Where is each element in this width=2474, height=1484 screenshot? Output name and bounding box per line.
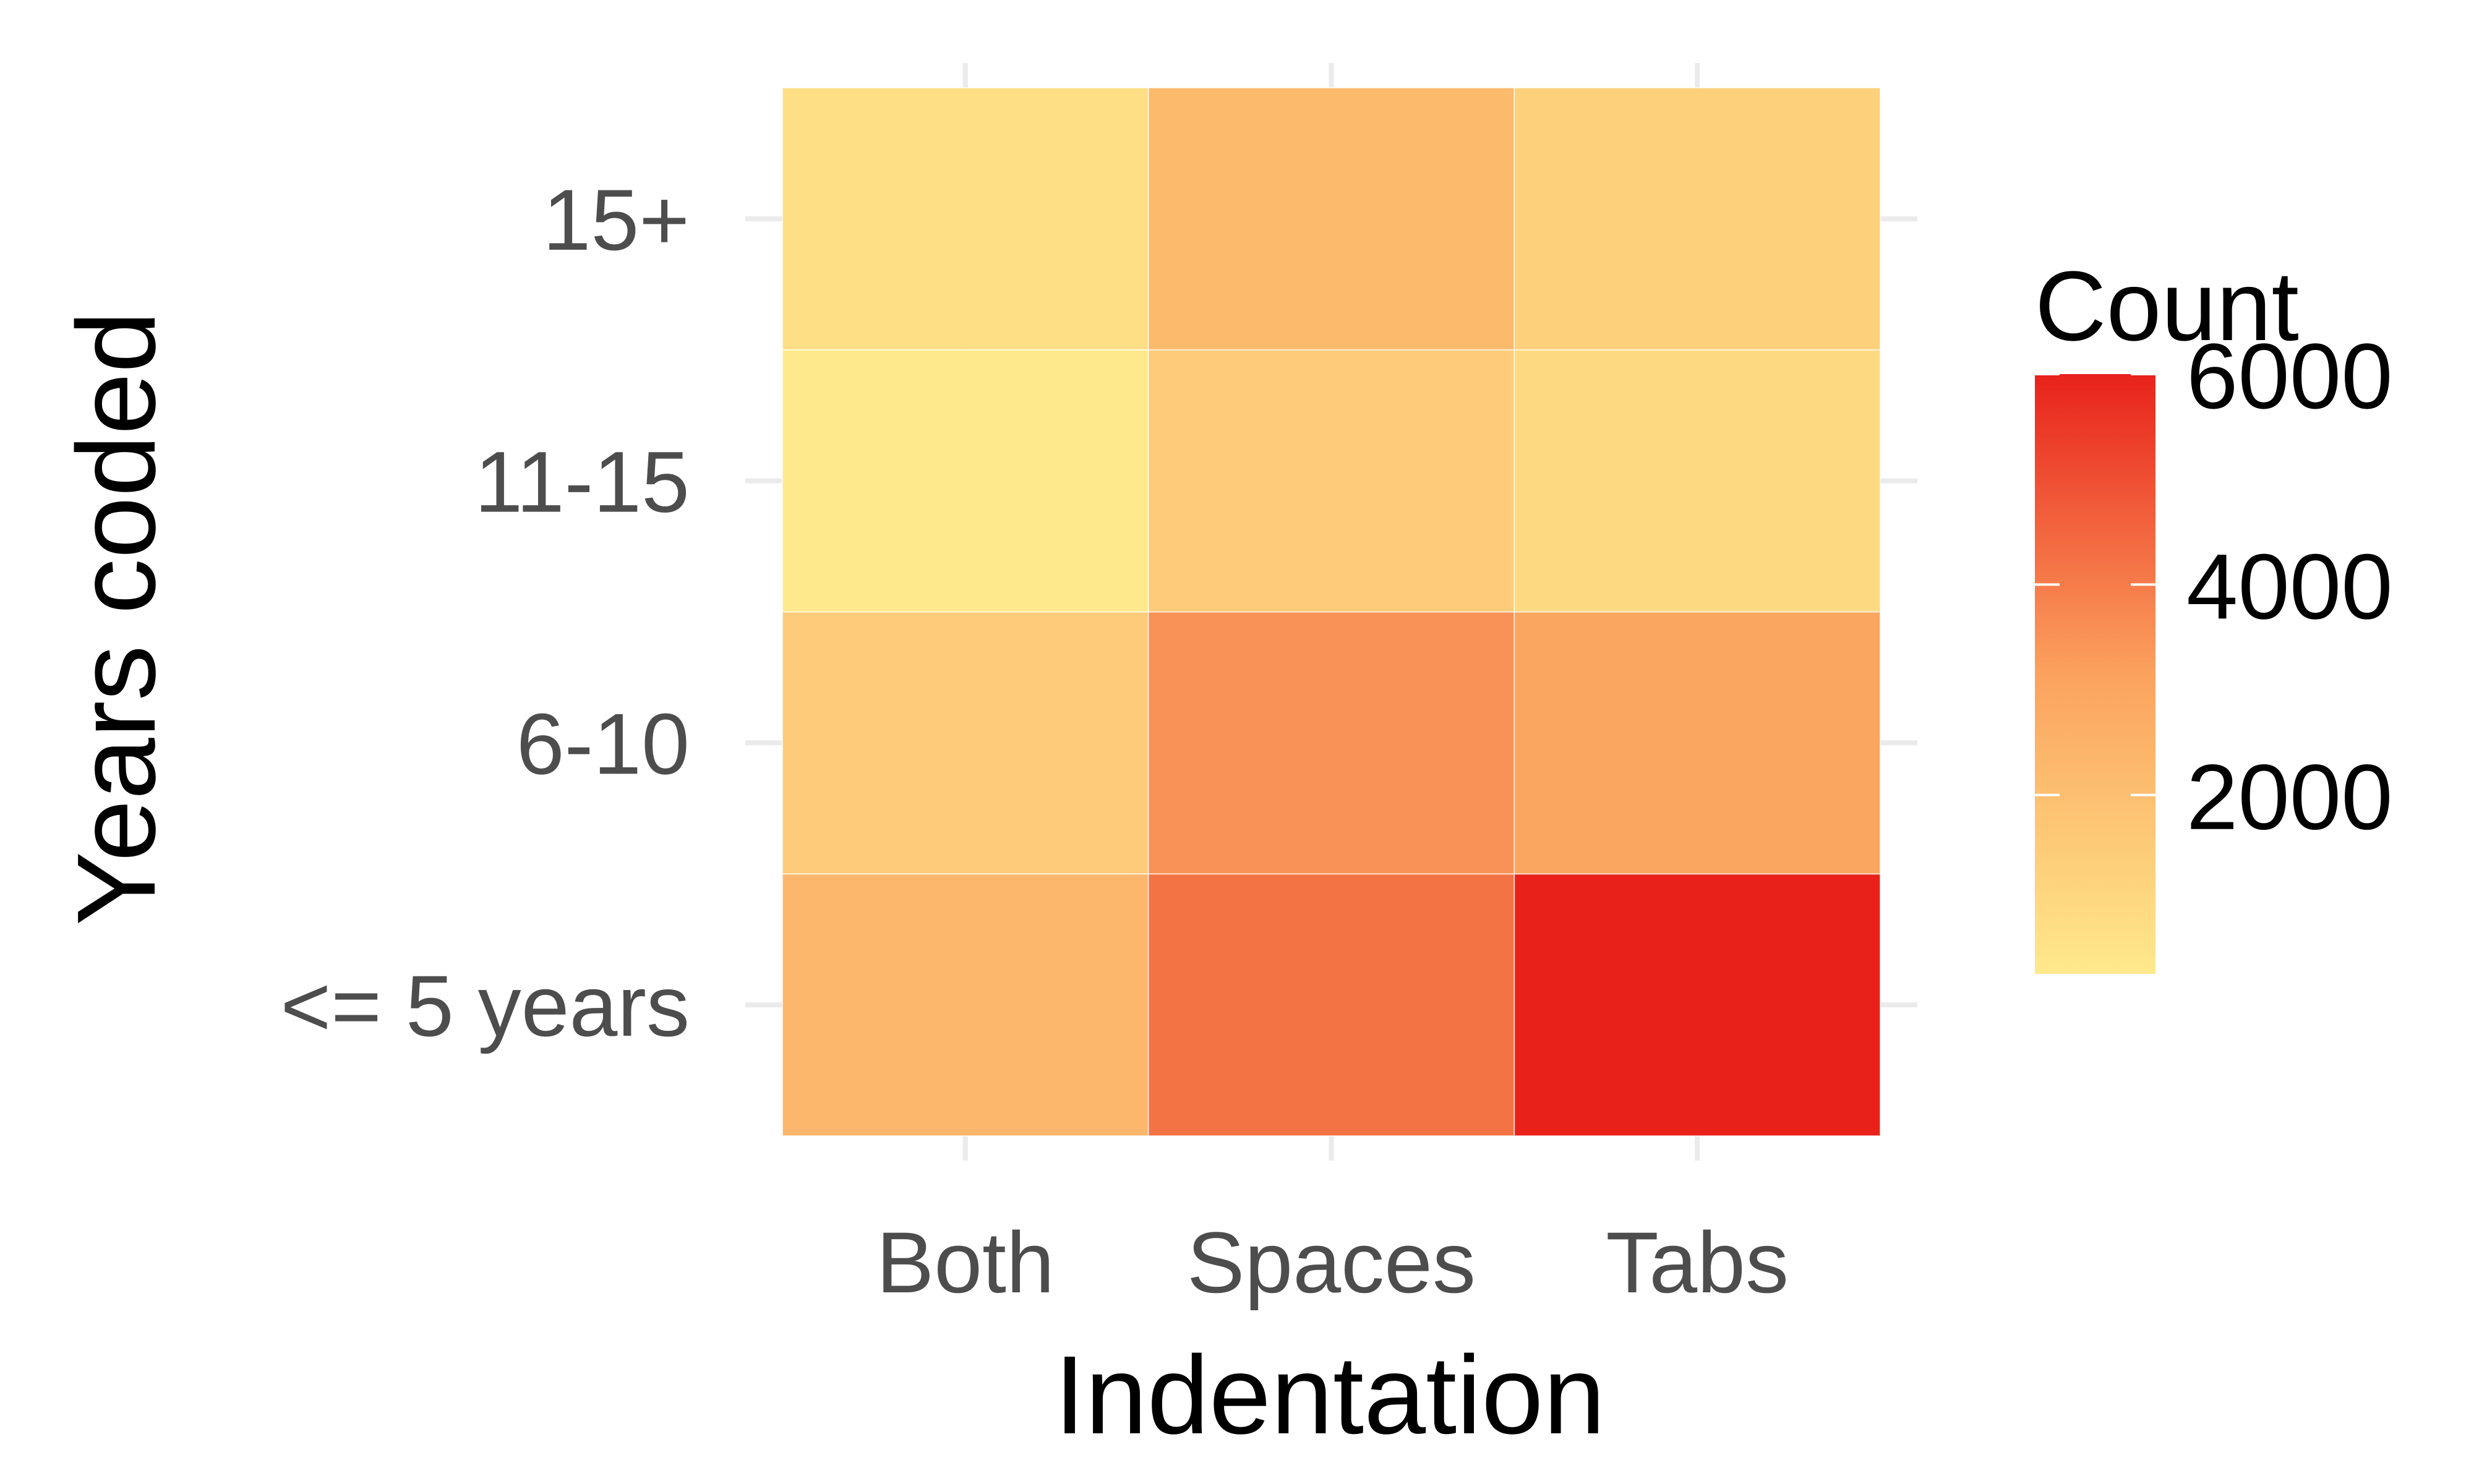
legend-tick-label: 4000 — [2186, 534, 2393, 638]
heatmap-cell — [1147, 349, 1515, 613]
x-tick-label: Both — [876, 1214, 1055, 1311]
heatmap-cell — [1513, 87, 1881, 351]
heatmap-cell — [782, 611, 1149, 875]
heatmap-cell — [1513, 611, 1881, 875]
y-axis-ticks: <= 5 years 6-10 11-15 15+ — [280, 171, 690, 1054]
x-axis-title: Indentation — [1055, 1333, 1606, 1457]
legend-ticks: 2000 4000 6000 — [2035, 324, 2393, 849]
x-axis-ticks: Both Spaces Tabs — [876, 1214, 1789, 1311]
heatmap-cell — [1513, 873, 1881, 1136]
legend-title: Count — [2035, 250, 2299, 361]
heatmap-cell — [1513, 349, 1881, 613]
y-tick-label: <= 5 years — [280, 957, 690, 1054]
legend-colorbar — [2035, 374, 2155, 974]
legend-tick-label: 6000 — [2186, 324, 2393, 428]
heatmap-cell — [782, 873, 1149, 1136]
legend-tick-label: 2000 — [2186, 745, 2393, 849]
heatmap-cell — [782, 349, 1149, 613]
heatmap-cell — [1147, 873, 1515, 1136]
y-axis-title: Years coded — [54, 311, 179, 926]
color-legend: Count 2000 4000 6000 — [2035, 250, 2393, 974]
x-tick-label: Tabs — [1606, 1214, 1789, 1311]
y-tick-label: 6-10 — [516, 695, 690, 792]
heatmap-cell — [1147, 87, 1515, 351]
y-tick-label: 15+ — [543, 171, 690, 268]
y-tick-label: 11-15 — [474, 433, 690, 531]
heatmap-cell — [1147, 611, 1515, 875]
x-tick-label: Spaces — [1187, 1214, 1476, 1311]
heatmap-cells — [782, 87, 1881, 1136]
heatmap-cell — [782, 87, 1149, 351]
